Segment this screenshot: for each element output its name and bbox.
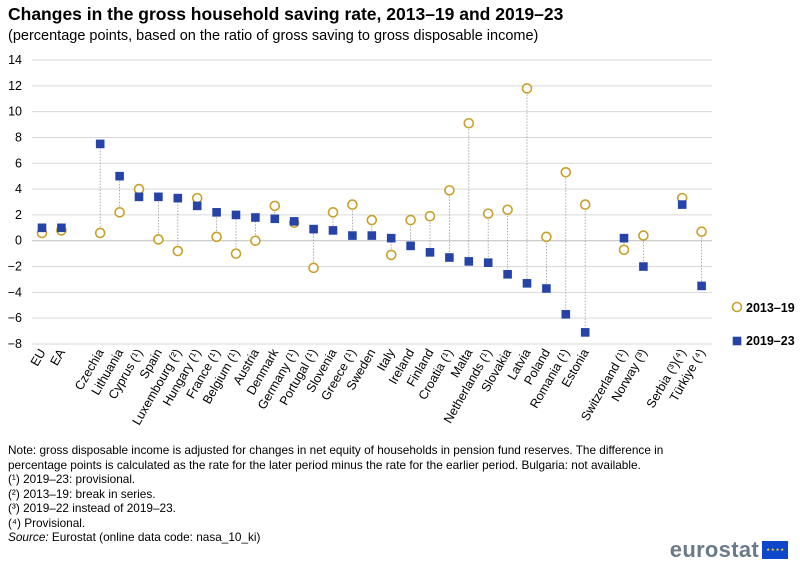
source-text: Eurostat (online data code: nasa_10_ki) <box>48 530 261 544</box>
point-2019-23 <box>522 279 532 288</box>
y-tick-label: 4 <box>15 182 22 196</box>
footnote-1: (¹) 2019–23: provisional. <box>8 472 136 486</box>
point-2019-23 <box>212 208 221 217</box>
x-category-label: EA <box>48 346 69 368</box>
point-2013-19 <box>191 192 203 204</box>
point-2013-19 <box>327 207 339 218</box>
point-2019-23 <box>697 281 706 291</box>
point-2013-19 <box>133 183 145 195</box>
point-2013-19 <box>366 214 378 226</box>
legend-marker-2019-23 <box>732 336 742 346</box>
point-2019-23 <box>270 214 280 224</box>
point-2019-23 <box>154 192 163 202</box>
point-2013-19 <box>444 185 455 196</box>
point-2013-19 <box>153 234 164 245</box>
point-2013-19 <box>463 117 475 129</box>
point-2019-23 <box>328 226 338 235</box>
point-2013-19 <box>424 210 436 222</box>
point-2013-19 <box>308 262 319 274</box>
source-line: Source: Eurostat (online data code: nasa… <box>8 530 668 545</box>
point-2013-19 <box>172 245 184 257</box>
footnote-2: (²) 2013–19: break in series. <box>8 486 156 501</box>
point-2019-23 <box>37 223 47 233</box>
point-2019-23 <box>580 328 590 337</box>
legend-label-2019-23: 2019–23 <box>746 334 795 348</box>
point-2019-23 <box>251 213 260 222</box>
chart-subtitle: (percentage points, based on the ratio o… <box>8 28 539 44</box>
y-tick-label: 6 <box>15 156 22 170</box>
point-2019-23 <box>192 201 202 211</box>
y-tick-label: 2 <box>15 208 22 222</box>
eu-flag-icon: ★ ★ ★ ★ <box>762 541 788 559</box>
point-2013-19 <box>250 235 261 247</box>
point-2013-19 <box>696 226 707 237</box>
point-2019-23 <box>619 233 629 243</box>
note-main: Note: gross disposable income is adjuste… <box>8 443 664 472</box>
point-2013-19 <box>618 244 630 256</box>
point-2019-23 <box>173 193 183 203</box>
point-2013-19 <box>521 83 533 94</box>
legend-marker-2013-19 <box>731 301 743 313</box>
y-tick-label: 14 <box>8 53 22 67</box>
y-tick-label: 12 <box>8 79 22 93</box>
point-2019-23 <box>309 224 318 234</box>
point-2019-23 <box>425 248 435 257</box>
point-2013-19 <box>579 199 591 210</box>
footnote-4: (⁴) Provisional. <box>8 515 86 530</box>
point-2019-23 <box>561 310 571 319</box>
y-tick-label: 0 <box>15 234 22 248</box>
point-2019-23 <box>95 139 105 149</box>
eurostat-logo: eurostat ★ ★ ★ ★ <box>670 537 788 563</box>
y-tick-label: 10 <box>8 105 22 119</box>
y-tick-label: −8 <box>8 337 22 351</box>
notes-block: Note: gross disposable income is adjuste… <box>8 443 668 545</box>
point-2019-23 <box>677 200 687 209</box>
point-2013-19 <box>638 230 649 241</box>
point-2013-19 <box>560 167 572 178</box>
point-2013-19 <box>269 200 281 212</box>
footnote-3: (³) 2019–22 instead of 2019–23. <box>8 501 176 515</box>
point-2019-23 <box>639 262 648 271</box>
point-2013-19 <box>502 204 513 216</box>
point-2013-19 <box>347 199 358 210</box>
point-2013-19 <box>482 208 494 219</box>
point-2013-19 <box>405 214 416 226</box>
point-2019-23 <box>367 231 377 240</box>
point-2013-19 <box>385 249 397 261</box>
point-2019-23 <box>115 171 124 181</box>
legend-label-2013-19: 2013–19 <box>746 301 795 315</box>
point-2013-19 <box>230 248 242 259</box>
logo-text: eurostat <box>669 537 759 562</box>
point-2019-23 <box>483 258 493 267</box>
y-tick-label: −6 <box>8 311 22 325</box>
point-2019-23 <box>542 284 551 293</box>
point-2013-19 <box>211 231 222 243</box>
point-2019-23 <box>348 231 357 240</box>
x-category-label: EU <box>28 347 49 369</box>
point-2019-23 <box>503 269 512 279</box>
point-2019-23 <box>386 233 396 243</box>
y-tick-label: −4 <box>8 285 22 299</box>
point-2019-23 <box>406 241 415 251</box>
point-2013-19 <box>94 227 106 239</box>
y-tick-label: −2 <box>8 260 22 274</box>
point-2019-23 <box>134 192 144 202</box>
point-2013-19 <box>114 207 125 218</box>
y-tick-label: 8 <box>15 130 22 144</box>
source-label: Source: <box>8 530 49 544</box>
point-2019-23 <box>445 253 454 262</box>
point-2019-23 <box>231 210 241 220</box>
point-2019-23 <box>57 223 66 233</box>
point-2019-23 <box>289 217 299 226</box>
chart-title: Changes in the gross household saving ra… <box>8 4 564 24</box>
point-2013-19 <box>541 231 552 243</box>
point-2019-23 <box>464 257 474 266</box>
